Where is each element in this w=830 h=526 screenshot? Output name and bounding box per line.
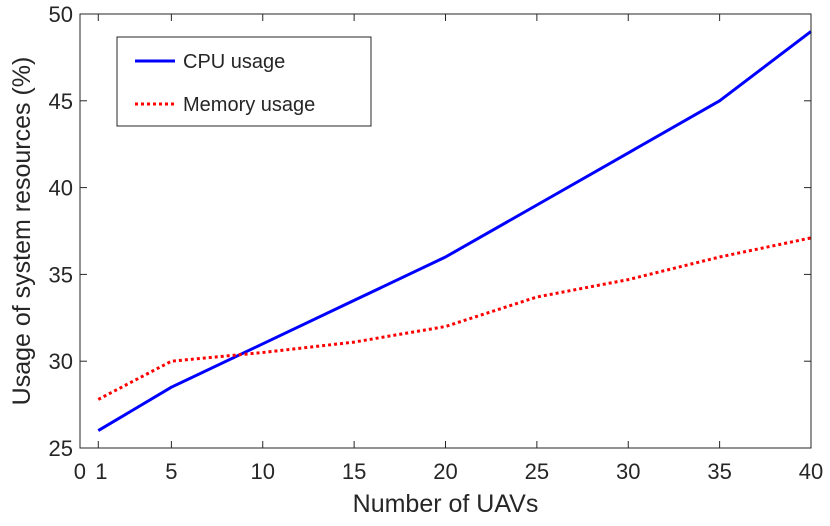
y-tick-label: 50 (49, 2, 73, 27)
x-tick-label: 15 (342, 459, 366, 484)
legend-box (116, 36, 372, 127)
x-axis-title: Number of UAVs (353, 490, 539, 518)
series-line-1 (97, 30, 812, 432)
x-tick-label: 10 (251, 459, 275, 484)
legend-label-2: Memory usage (183, 94, 315, 116)
y-axis-title: Usage of system resources (%) (8, 57, 36, 406)
x-tick-label: 25 (525, 459, 549, 484)
legend-label-1: CPU usage (183, 51, 285, 73)
x-tick-label: 20 (433, 459, 457, 484)
x-tick-label: 35 (707, 459, 731, 484)
x-tick-label: 5 (165, 459, 177, 484)
x-tick-label: 30 (616, 459, 640, 484)
y-tick-label: 45 (49, 89, 73, 114)
y-tick-label: 40 (49, 176, 73, 201)
x-tick-label: 40 (799, 459, 823, 484)
y-tick-label: 35 (49, 262, 73, 287)
y-tick-label: 25 (49, 436, 73, 461)
x-tick-label: 0 (74, 459, 86, 484)
x-tick-label: 1 (95, 459, 107, 484)
y-tick-label: 30 (49, 349, 73, 374)
